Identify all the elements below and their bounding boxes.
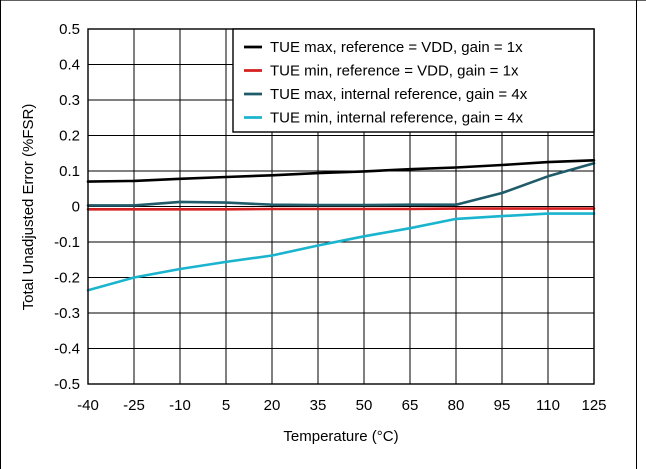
y-tick-label: -0.4 — [54, 341, 80, 358]
x-tick-label: 125 — [581, 397, 606, 414]
legend: TUE max, reference = VDD, gain = 1x TUE m… — [232, 28, 595, 133]
x-tick-label: 50 — [356, 397, 373, 414]
x-tick-label: 110 — [536, 397, 560, 414]
y-tick-label: 0.1 — [59, 163, 80, 180]
series-line-1 — [86, 159, 596, 183]
x-tick-label: 35 — [310, 397, 327, 414]
x-tick-label: 80 — [448, 397, 465, 414]
series-line-4 — [86, 212, 596, 292]
series-lines — [86, 159, 596, 292]
y-tick-label: 0.4 — [59, 57, 80, 74]
x-axis-title: Temperature (°C) — [283, 428, 398, 445]
x-tick-labels: -40 -25 -10 5 20 35 50 65 80 95 110 125 — [77, 397, 606, 414]
legend-label-3: TUE max, internal reference, gain = 4x — [270, 86, 528, 103]
y-tick-label: 0.3 — [59, 92, 80, 109]
legend-label-4: TUE min, internal reference, gain = 4x — [270, 110, 524, 127]
x-tick-label: 95 — [494, 397, 511, 414]
legend-label-1: TUE max, reference = VDD, gain = 1x — [270, 39, 523, 56]
y-axis-title: Total Unadjusted Error (%FSR) — [20, 104, 37, 311]
x-tick-label: -10 — [169, 397, 191, 414]
x-tick-label: -25 — [123, 397, 145, 414]
y-tick-label: -0.2 — [54, 270, 80, 287]
y-tick-label: -0.1 — [54, 234, 80, 251]
x-tick-label: -40 — [77, 397, 99, 414]
y-tick-label: 0 — [72, 199, 80, 216]
legend-box — [232, 28, 595, 133]
x-tick-label: 5 — [222, 397, 230, 414]
series-line-2 — [86, 207, 596, 211]
x-tick-label: 20 — [264, 397, 281, 414]
legend-label-2: TUE min, reference = VDD, gain = 1x — [270, 63, 519, 80]
x-tick-label: 65 — [402, 397, 419, 414]
y-tick-label: -0.5 — [54, 376, 80, 393]
y-tick-labels: 0.5 0.4 0.3 0.2 0.1 0 -0.1 -0.2 -0.3 -0.4 -0.5 — [54, 21, 80, 393]
series-line-3 — [86, 161, 596, 207]
y-tick-label: 0.5 — [59, 21, 80, 38]
y-tick-label: 0.2 — [59, 128, 80, 145]
y-tick-label: -0.3 — [54, 305, 80, 322]
